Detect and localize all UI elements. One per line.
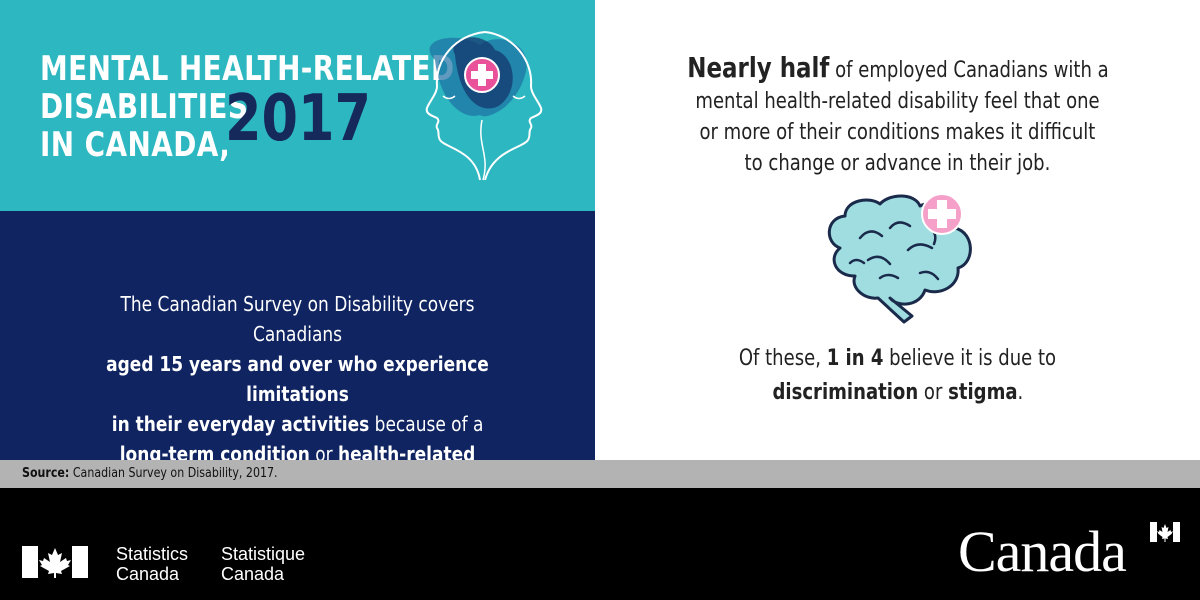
statcan-fr-line-2: Canada [221,564,285,584]
footer: Statistics Canada Statistique Canada Can… [0,488,1200,600]
survey-panel: The Canadian Survey on Disability covers… [0,211,595,496]
finding-line-4: to change or advance in their job. [744,151,1051,176]
source-label: Source: [22,466,70,481]
stat-pre: Of these, [738,346,827,371]
title-line-1: MENTAL HEALTH-RELATED [40,49,455,89]
medical-cross-icon [464,57,500,93]
finding-panel: Nearly half of employed Canadians with a… [595,0,1200,460]
finding-bold: Nearly half [686,51,829,84]
survey-bold-2: in their everyday activities [111,412,370,436]
statcan-fr-line-1: Statistique [221,544,306,564]
maple-leaf-icon [22,546,88,578]
statcan-name-en: Statistics Canada [116,544,188,584]
finding-line-3: or more of their conditions makes it dif… [699,120,1096,145]
title-line-3: IN CANADA, [40,125,231,165]
stat-end: . [1017,380,1023,405]
stat-text: Of these, 1 in 4 believe it is due to di… [635,342,1160,410]
title-line-2: DISABILITIES [40,87,249,127]
finding-line-1: of employed Canadians with a [828,58,1109,83]
title-year: 2017 [225,82,372,156]
survey-bold-1: aged 15 years and over who experience li… [106,352,489,406]
maple-leaf-icon [1150,522,1180,542]
stat-discrimination: discrimination [772,380,918,405]
stat-mid: or [917,380,948,405]
statcan-en-line-2: Canada [116,564,180,584]
statcan-name-fr: Statistique Canada [221,544,305,584]
title-panel: MENTAL HEALTH-RELATED DISABILITIES IN CA… [0,0,595,211]
finding-line-2: mental health-related disability feel th… [695,89,1100,114]
source-value: Canadian Survey on Disability, 2017. [69,466,278,481]
source-bar: Source: Canadian Survey on Disability, 2… [0,460,1200,488]
source-text: Source: Canadian Survey on Disability, 2… [22,466,278,481]
medical-cross-icon [921,193,963,235]
survey-text-2: because of a [369,412,484,436]
finding-text: Nearly half of employed Canadians with a… [635,52,1160,179]
survey-line-1: The Canadian Survey on Disability covers… [120,292,475,346]
page-title: MENTAL HEALTH-RELATED DISABILITIES IN CA… [40,50,546,164]
canada-wordmark: Canada [958,519,1127,584]
brain-icon [827,193,972,324]
statcan-en-line-1: Statistics [116,544,189,564]
stat-bold: 1 in 4 [826,346,884,371]
heads-profile-icon [425,31,543,181]
stat-stigma: stigma [947,380,1018,405]
stat-post: believe it is due to [883,346,1057,371]
